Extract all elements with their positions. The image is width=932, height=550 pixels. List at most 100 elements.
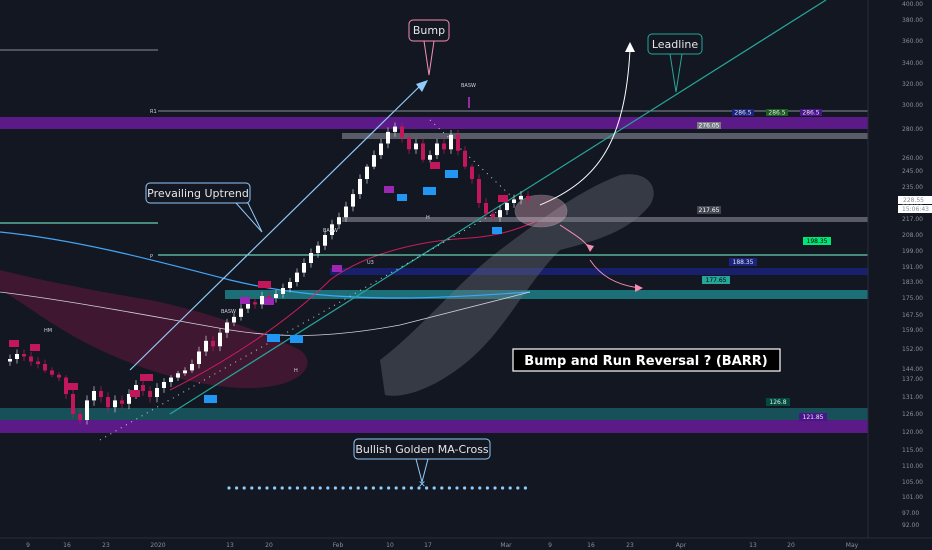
badge-276	[697, 122, 721, 129]
candle-body	[92, 391, 96, 401]
title-frame	[512, 348, 781, 372]
x-tick-label: 20	[265, 542, 273, 549]
candle-body	[302, 263, 306, 273]
x-tick-label: Apr	[676, 542, 687, 549]
y-tick-label: 245.00	[902, 168, 923, 175]
badge-198	[803, 237, 831, 245]
candle-body	[491, 213, 495, 218]
x-axis-ticks: 9 16 23 2020 13 20 Feb 10 17 Mar 9 16 23 Apr 13 20 May	[26, 542, 859, 549]
ichimoku-cloud-grey	[380, 174, 654, 396]
candle-body	[505, 203, 509, 211]
leadline	[169, 0, 827, 415]
p-label: P	[150, 254, 153, 260]
y-tick-label: 191.00	[902, 264, 923, 271]
signal-er-5	[423, 187, 436, 195]
golden-cross-dot	[371, 486, 375, 490]
x-tick-label: 9	[548, 542, 552, 549]
candle-body	[351, 194, 355, 207]
x-tick-label: 10	[386, 542, 394, 549]
y-tick-label: 380.00	[902, 17, 923, 24]
candle-body	[50, 370, 54, 375]
signal-hb-2	[430, 162, 440, 169]
candle-body	[498, 210, 502, 218]
golden-cross-dot	[257, 486, 261, 490]
leadline-callout: Leadline	[647, 33, 703, 93]
candle-body	[85, 400, 89, 420]
blue-zone	[330, 268, 868, 275]
badge-126	[766, 398, 790, 406]
badge-276-text: 276.05	[699, 123, 720, 130]
candle-body	[267, 296, 271, 298]
candle-body	[22, 354, 26, 357]
golden-cross-dot	[387, 486, 391, 490]
golden-cross-dot	[417, 486, 421, 490]
badge-217	[697, 206, 721, 214]
golden-cross-dot	[227, 486, 231, 490]
signal-h3	[498, 195, 508, 202]
x-tick-label: Mar	[500, 542, 512, 549]
dotted-trendline	[99, 209, 501, 441]
candle-body	[477, 179, 481, 203]
candle-body	[414, 143, 418, 150]
candle-body	[183, 370, 187, 374]
candle-body	[141, 385, 145, 391]
up-projection-arrowhead	[625, 42, 635, 52]
chart-title: Bump and Run Reversal ? (BARR)	[524, 354, 767, 369]
level-badges: 286.5 286.5 286.5 276.05 217.65 198.35 1…	[697, 109, 831, 421]
dotted-decline	[429, 119, 511, 196]
last-price-tag	[898, 196, 932, 204]
signal-labels	[9, 162, 508, 403]
golden-cross-dot	[508, 486, 512, 490]
y-tick-label: 320.00	[902, 81, 923, 88]
y-tick-label: 144.00	[902, 366, 923, 373]
y-tick-label: 280.00	[902, 126, 923, 133]
x-axis-panel[interactable]	[0, 538, 932, 550]
resistance-zone	[0, 117, 868, 129]
candle-body	[106, 397, 110, 408]
bump-callout: Bump	[408, 19, 450, 76]
candle-body	[169, 377, 173, 382]
badge-177-text: 177.65	[706, 277, 727, 284]
leadline-label: Leadline	[652, 38, 699, 51]
badge-286-3	[800, 109, 822, 116]
x-tick-label: 20	[787, 542, 795, 549]
signal-pb-1	[240, 297, 250, 304]
signal-re-2	[332, 265, 342, 272]
candle-body	[463, 150, 467, 167]
candle-body	[470, 166, 474, 179]
y-tick-label: 217.00	[902, 216, 923, 223]
signal-er-6	[445, 170, 458, 178]
badge-177	[702, 276, 730, 284]
countdown-tag	[898, 205, 932, 213]
candle-body	[456, 134, 460, 151]
x-tick-label: 23	[102, 542, 110, 549]
golden-cross-dot	[523, 486, 528, 490]
x-tick-label: 23	[626, 542, 634, 549]
up-projection-arrow	[539, 49, 631, 206]
y-tick-label: 260.00	[902, 155, 923, 162]
ma-red	[169, 221, 536, 391]
u3-label: U3	[367, 260, 374, 266]
candle-body	[253, 302, 257, 305]
badge-188	[729, 258, 757, 266]
golden-cross-dot	[379, 486, 383, 490]
y-tick-label: 175.00	[902, 295, 923, 302]
golden-cross-dot	[265, 486, 269, 490]
golden-cross-dot	[501, 486, 505, 490]
golden-cross-x-icon: ✕	[418, 480, 426, 490]
golden-cross-dot	[295, 486, 299, 490]
y-tick-label: 110.00	[902, 463, 923, 470]
y-tick-label: 101.00	[902, 494, 923, 501]
signal-er-2	[258, 281, 271, 288]
signal-hh	[9, 340, 19, 347]
golden-cross-dot	[440, 486, 444, 490]
badge-286-2-text: 286.5	[768, 110, 785, 117]
uptrend-callout: Prevailing Uptrend	[145, 182, 263, 233]
signal-er-3	[267, 334, 280, 342]
signal-ts-3	[397, 194, 407, 201]
y-axis-panel[interactable]	[868, 0, 932, 538]
ma-white	[0, 291, 531, 336]
golden-cross-dot	[493, 486, 497, 490]
